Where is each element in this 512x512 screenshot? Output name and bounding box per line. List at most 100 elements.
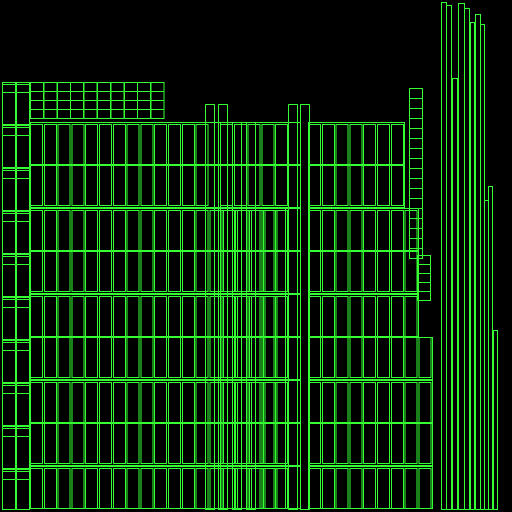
band-column xyxy=(390,382,404,423)
band-column xyxy=(335,124,349,165)
band-column xyxy=(85,337,99,378)
band-column xyxy=(377,210,390,251)
band-column xyxy=(57,165,71,206)
grid-cell xyxy=(110,82,125,92)
band-frame xyxy=(30,251,286,294)
band-column xyxy=(247,296,261,337)
left-strip-block xyxy=(16,297,30,340)
band-column xyxy=(181,382,195,423)
band-column xyxy=(308,382,321,423)
band-column xyxy=(390,423,404,464)
tall-bar xyxy=(484,200,489,510)
band-column xyxy=(85,124,99,165)
grid-cell xyxy=(56,82,71,92)
band-column xyxy=(140,382,154,423)
band-column xyxy=(349,296,363,337)
band-column xyxy=(363,296,377,337)
ladder-rung xyxy=(409,228,423,239)
band-column xyxy=(209,468,223,509)
band-column xyxy=(335,296,349,337)
band-column xyxy=(404,468,418,509)
band-column xyxy=(308,337,321,378)
left-strip-block xyxy=(16,82,30,125)
band-column xyxy=(154,210,168,251)
band-column xyxy=(71,124,85,165)
grid-cell xyxy=(70,82,85,92)
band-column xyxy=(321,210,335,251)
ladder-rung xyxy=(409,188,423,199)
band-column xyxy=(363,210,377,251)
band-column xyxy=(233,124,247,165)
band-column xyxy=(71,382,85,423)
grid-cell xyxy=(110,100,125,110)
band-column xyxy=(140,251,154,292)
left-strip-block xyxy=(2,125,16,168)
grid-cell xyxy=(137,109,152,119)
band-column xyxy=(43,468,57,509)
left-strip-cap xyxy=(2,385,16,394)
band-column xyxy=(377,296,390,337)
band-column xyxy=(261,423,275,464)
band-column xyxy=(377,165,390,206)
left-strip-cap xyxy=(16,84,30,93)
left-strip-block xyxy=(2,297,16,340)
post xyxy=(288,104,298,510)
band-column xyxy=(140,124,154,165)
band-column xyxy=(390,165,404,206)
band-column xyxy=(349,423,363,464)
band-frame xyxy=(308,466,433,509)
grid-cell xyxy=(56,91,71,101)
ladder-rung xyxy=(409,238,423,249)
ladder-rung xyxy=(417,273,431,283)
band-column xyxy=(71,468,85,509)
band-column xyxy=(168,210,181,251)
ladder-rung xyxy=(409,198,423,209)
grid-cell xyxy=(150,82,165,92)
band-frame xyxy=(308,165,405,208)
ladder-rung xyxy=(409,218,423,229)
band-column xyxy=(335,382,349,423)
ladder-rung xyxy=(409,128,423,139)
left-strip-cap xyxy=(2,84,16,93)
ladder-rung xyxy=(409,178,423,189)
band-column xyxy=(126,251,140,292)
band-column xyxy=(261,251,275,292)
band-column xyxy=(168,423,181,464)
band-column xyxy=(30,382,43,423)
post xyxy=(232,122,242,510)
left-strip-cap xyxy=(2,127,16,136)
band-column xyxy=(43,210,57,251)
band-column xyxy=(335,337,349,378)
band-column xyxy=(363,423,377,464)
post xyxy=(300,104,310,510)
band-column xyxy=(71,423,85,464)
band-column xyxy=(349,382,363,423)
ladder-rung xyxy=(417,255,431,265)
band-column xyxy=(349,337,363,378)
grid-cell xyxy=(70,109,85,119)
band-column xyxy=(404,423,418,464)
band-column xyxy=(349,251,363,292)
post xyxy=(246,122,256,510)
band-column xyxy=(275,337,289,378)
ladder-rung xyxy=(409,168,423,179)
grid-cell xyxy=(83,82,98,92)
band-column xyxy=(195,124,209,165)
ladder-rung xyxy=(417,264,431,274)
band-column xyxy=(321,165,335,206)
band-column xyxy=(335,423,349,464)
band-column xyxy=(181,251,195,292)
grid-cell xyxy=(97,100,111,110)
band-column xyxy=(154,382,168,423)
band-column xyxy=(261,210,275,251)
band-column xyxy=(390,337,404,378)
band-column xyxy=(99,165,112,206)
band-column xyxy=(261,124,275,165)
band-column xyxy=(390,468,404,509)
band-column xyxy=(126,210,140,251)
grid-cell xyxy=(123,91,138,101)
left-strip-cap xyxy=(16,342,30,351)
band-column xyxy=(275,423,289,464)
band-column xyxy=(275,382,289,423)
